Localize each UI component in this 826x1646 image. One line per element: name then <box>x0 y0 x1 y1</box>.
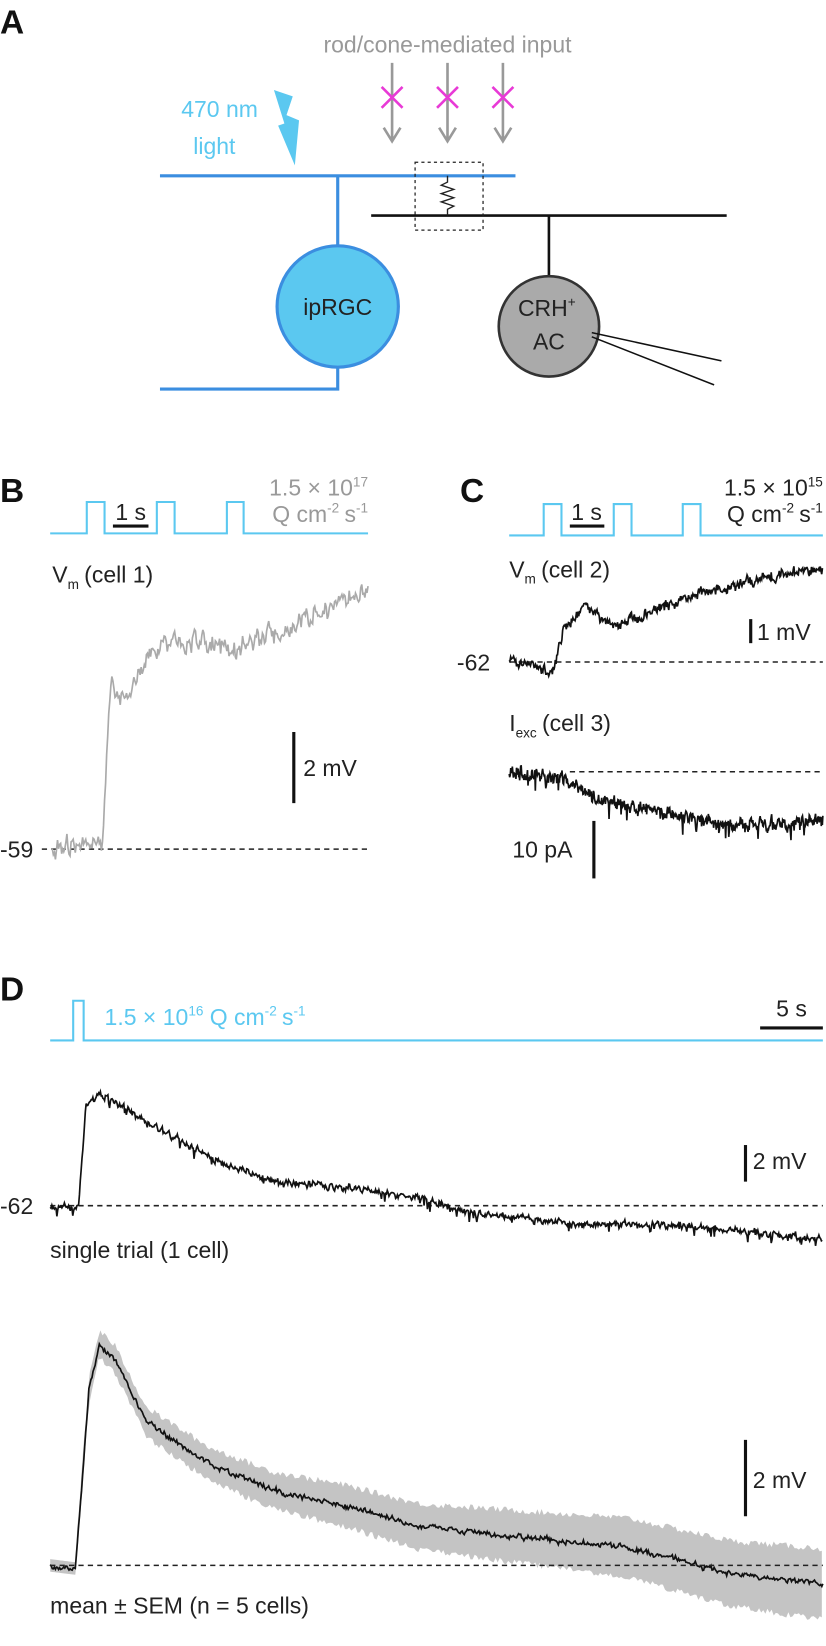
unit: Q cm <box>210 1004 265 1030</box>
unit: s <box>344 501 356 527</box>
rest: (cell 2) <box>541 556 610 582</box>
symbol: V <box>52 562 68 588</box>
exponent: 16 <box>188 1003 203 1018</box>
mantissa: 1.5 × 10 <box>724 475 808 501</box>
voltage-scale-label: 1 mV <box>757 619 811 645</box>
trace <box>51 584 369 860</box>
intensity: 1.5 × 1016 Q cm-2 s-1 <box>105 1003 306 1029</box>
baseline-label: -59 <box>0 837 33 863</box>
iprgc-soma <box>275 244 400 369</box>
unit: s <box>282 1004 293 1030</box>
panel-label: A <box>0 5 24 42</box>
rest: (cell 1) <box>84 562 153 588</box>
traces <box>49 565 824 1620</box>
trace <box>508 565 824 679</box>
time-scale-label: 1 s <box>115 499 146 525</box>
caption: single trial (1 cell) <box>50 1237 229 1263</box>
mantissa: 1.5 × 10 <box>105 1004 189 1030</box>
input-label: rod/cone-mediated input <box>323 31 572 57</box>
panel-label: D <box>0 972 24 1009</box>
trace-label: Vm (cell 2) <box>509 556 610 586</box>
crh-soma <box>497 274 601 378</box>
cell-name: CRH <box>518 295 568 321</box>
panel-label: C <box>460 473 484 510</box>
stimulus <box>50 500 369 535</box>
unit-exp: -2 <box>265 1003 277 1018</box>
unit-exp: -1 <box>293 1003 305 1018</box>
light-bolt <box>273 90 300 166</box>
trace <box>508 765 824 841</box>
light-label: 470 nm <box>181 96 258 122</box>
resistor <box>439 175 456 216</box>
crh-wiring <box>371 214 727 277</box>
iprgc-wiring <box>159 174 516 391</box>
subscript: exc <box>516 725 537 740</box>
gap-junction-box <box>414 161 484 231</box>
current-scale-label: 10 pA <box>512 837 573 863</box>
input-arrows <box>382 62 513 144</box>
exponent: 17 <box>353 474 368 489</box>
mantissa: 1.5 × 10 <box>269 475 353 501</box>
voltage-scale-label: 2 mV <box>753 1148 807 1174</box>
pipette <box>591 331 722 386</box>
rest: (cell 3) <box>542 710 611 736</box>
symbol: V <box>509 556 525 582</box>
baseline-label: -62 <box>457 649 490 675</box>
cell-label: CRH+ <box>518 294 576 320</box>
unit-exp: -1 <box>356 500 368 515</box>
unit-exp: -2 <box>327 500 339 515</box>
panel-label: B <box>0 473 24 510</box>
unit-exp: -2 <box>782 500 794 515</box>
stimulus <box>509 503 823 537</box>
block-marks <box>380 85 515 109</box>
voltage-scale-label: 2 mV <box>753 1467 807 1493</box>
intensity: 1.5 × 1017 <box>269 474 368 500</box>
intensity-unit: Q cm-2 s-1 <box>272 500 368 526</box>
voltage-scale-label: 2 mV <box>303 755 357 781</box>
cell-label: ipRGC <box>303 294 372 320</box>
baseline-label: -62 <box>0 1193 33 1219</box>
time-scale-label: 5 s <box>776 995 807 1021</box>
unit: Q cm <box>272 501 327 527</box>
unit: Q cm <box>727 501 782 527</box>
unit: s <box>799 501 811 527</box>
trace-label: Vm (cell 1) <box>52 562 153 592</box>
light-label: light <box>193 133 236 159</box>
caption: mean ± SEM (n = 5 cells) <box>50 1592 309 1618</box>
time-scale-label: 1 s <box>571 499 602 525</box>
subscript: m <box>525 572 536 587</box>
cell-label: AC <box>533 328 565 354</box>
intensity: 1.5 × 1015 <box>724 474 823 500</box>
unit-exp: -1 <box>811 500 823 515</box>
symbol: I <box>509 710 515 736</box>
stimulus <box>50 999 823 1042</box>
cell-sup: + <box>568 294 576 309</box>
trace <box>49 1088 823 1246</box>
trace <box>50 1330 822 1620</box>
trace <box>49 1341 824 1589</box>
intensity-unit: Q cm-2 s-1 <box>727 500 823 526</box>
trace-label: Iexc (cell 3) <box>509 710 611 740</box>
subscript: m <box>68 577 79 592</box>
exponent: 15 <box>808 474 823 489</box>
